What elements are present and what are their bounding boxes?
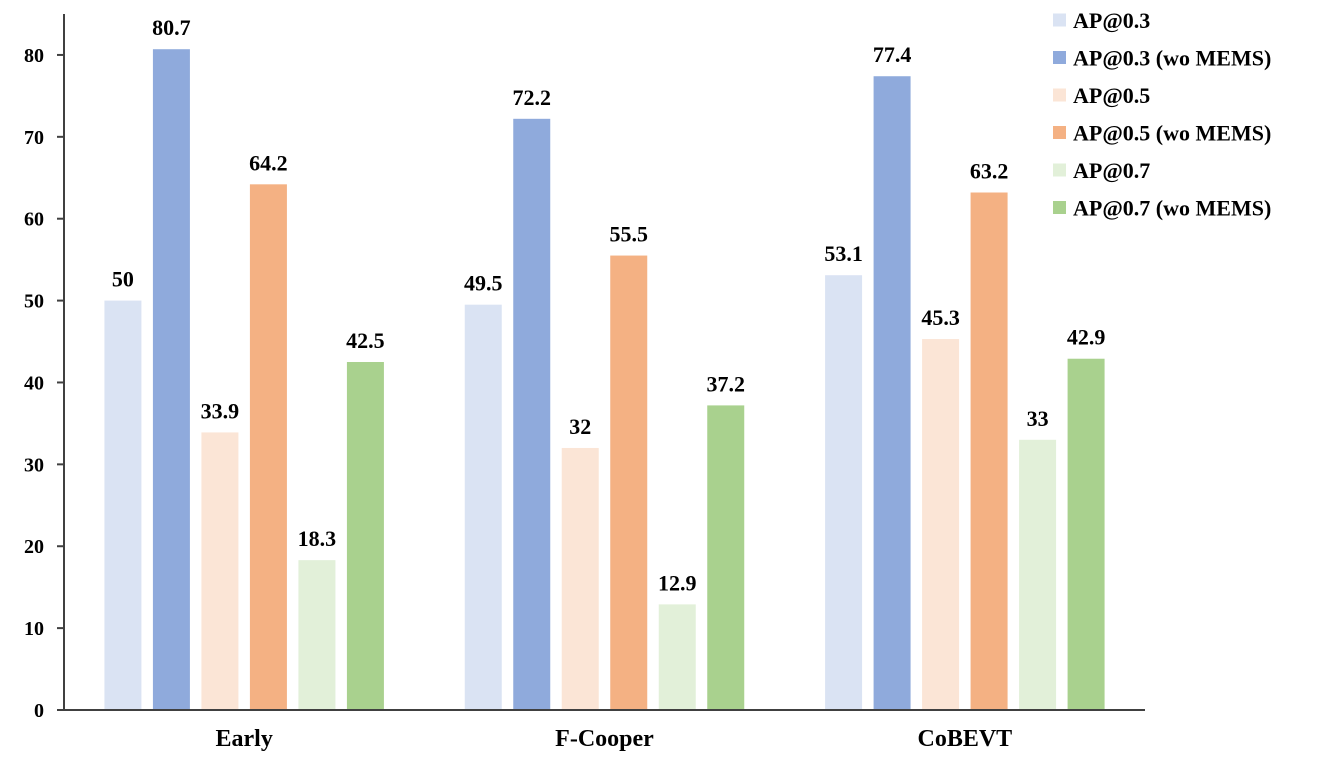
bar-f-cooper-series-2 — [561, 447, 599, 710]
data-label: 72.2 — [513, 85, 552, 110]
y-tick-label: 50 — [24, 291, 44, 313]
bars — [104, 49, 1105, 711]
y-tick-label: 10 — [24, 618, 44, 640]
data-label: 53.1 — [824, 241, 863, 266]
data-label: 63.2 — [970, 159, 1009, 184]
y-tick-label: 40 — [24, 372, 44, 394]
bar-cobevt-series-1 — [873, 76, 911, 710]
data-label: 33 — [1027, 406, 1049, 431]
y-tick-label: 60 — [24, 209, 44, 231]
bar-f-cooper-series-3 — [610, 255, 648, 710]
data-label: 32 — [569, 414, 591, 439]
data-label: 50 — [112, 267, 134, 292]
legend-swatch — [1053, 88, 1066, 102]
data-labels: 50 80.7 33.9 64.2 18.3 42.5 49.5 72.2 32 55.5 12.9… — [112, 15, 1105, 595]
legend-label: AP@0.5 — [1073, 83, 1150, 108]
y-tick-label: 0 — [34, 700, 44, 722]
x-category-label: CoBEVT — [917, 726, 1012, 752]
y-tick-label: 70 — [24, 127, 44, 149]
bar-f-cooper-series-5 — [707, 405, 745, 710]
bar-f-cooper-series-0 — [464, 304, 502, 710]
data-label: 64.2 — [249, 150, 288, 175]
legend-label: AP@0.5 (wo MEMS) — [1073, 121, 1271, 146]
y-axis: 0 10 20 30 40 50 60 70 80 — [24, 14, 65, 722]
data-label: 77.4 — [873, 42, 912, 67]
legend-label: AP@0.3 — [1073, 8, 1150, 33]
x-axis: Early F-Cooper CoBEVT — [64, 709, 1145, 752]
legend-swatch — [1053, 163, 1066, 177]
data-label: 42.5 — [346, 328, 385, 353]
bar-early-series-5 — [346, 362, 384, 710]
data-label: 49.5 — [464, 271, 503, 296]
data-label: 12.9 — [658, 570, 697, 595]
bar-cobevt-series-0 — [825, 275, 863, 710]
data-label: 55.5 — [610, 222, 649, 247]
bar-cobevt-series-5 — [1067, 358, 1105, 710]
data-label: 80.7 — [152, 15, 191, 40]
bar-f-cooper-series-1 — [513, 118, 551, 711]
x-category-label: Early — [216, 726, 273, 752]
data-label: 18.3 — [298, 526, 337, 551]
data-label: 45.3 — [921, 305, 960, 330]
bar-early-series-0 — [104, 300, 142, 710]
bar-early-series-2 — [201, 432, 239, 710]
bar-f-cooper-series-4 — [658, 604, 696, 710]
legend-swatch — [1053, 126, 1066, 139]
legend-label: AP@0.7 — [1073, 158, 1150, 183]
bar-early-series-4 — [298, 560, 336, 710]
y-tick-label: 80 — [24, 45, 44, 67]
legend: AP@0.3 AP@0.3 (wo MEMS) AP@0.5 AP@0.5 (wo M… — [1053, 8, 1271, 221]
legend-label: AP@0.3 (wo MEMS) — [1073, 46, 1271, 71]
bar-early-series-1 — [152, 49, 190, 710]
legend-label: AP@0.7 (wo MEMS) — [1073, 196, 1271, 221]
bar-early-series-3 — [249, 184, 287, 710]
data-label: 37.2 — [707, 371, 746, 396]
legend-swatch — [1053, 51, 1066, 64]
x-category-label: F-Cooper — [555, 726, 654, 752]
bar-cobevt-series-4 — [1019, 439, 1057, 710]
data-label: 42.9 — [1067, 325, 1106, 350]
bar-cobevt-series-2 — [922, 339, 960, 710]
bar-cobevt-series-3 — [970, 192, 1008, 710]
data-label: 33.9 — [201, 398, 240, 423]
y-tick-label: 20 — [24, 536, 44, 558]
y-tick-label: 30 — [24, 454, 44, 476]
legend-swatch — [1053, 201, 1066, 214]
legend-swatch — [1053, 13, 1066, 27]
